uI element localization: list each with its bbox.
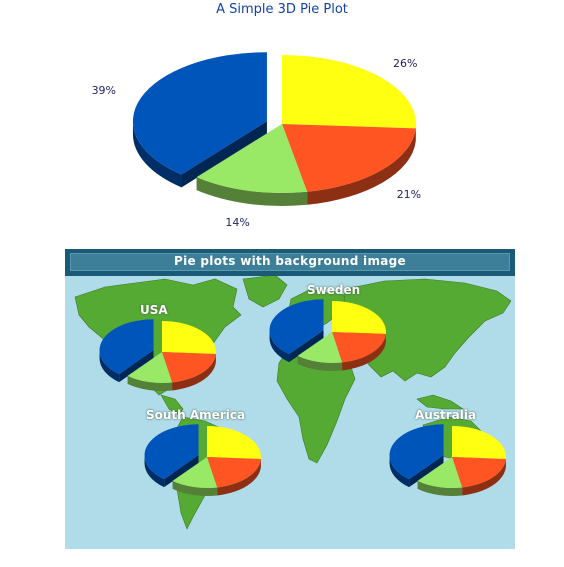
mini-pie-0-slice-3 <box>99 319 154 375</box>
mini-pie-1-side-3 <box>269 330 290 363</box>
mini-pie-2-slice-3 <box>144 424 199 480</box>
pie-label-usa: USA <box>140 303 168 317</box>
mini-pie-3-slice-2 <box>417 457 463 488</box>
mini-pie-3-slice-0 <box>452 426 506 459</box>
slice-label-21: 21% <box>396 188 422 202</box>
mini-pie-3-side-3 <box>389 455 410 488</box>
pie-label-australia: Australia <box>415 408 477 422</box>
mini-pie-2-side-3 <box>144 455 165 488</box>
mini-pie-3-slice-1 <box>452 457 506 488</box>
panel-header-frame <box>70 253 510 271</box>
mini-pie-1-slice-1 <box>332 332 386 363</box>
slice-label-14: 14% <box>225 215 250 229</box>
mini-pie-3-side-2 <box>417 480 463 496</box>
slice-label-26: 26% <box>393 56 418 70</box>
mini-pie-2-slice-1 <box>207 457 261 488</box>
main-pie-slice-1 <box>282 124 416 192</box>
mini-pie-1-slice-2 <box>297 332 343 363</box>
mini-pie-1-side-2 <box>297 355 343 371</box>
pie-label-south-america: South America <box>146 408 246 422</box>
main-pie-edge-3-0 <box>181 121 267 188</box>
mini-pie-0-side-2 <box>127 375 173 391</box>
landmass-indonesia <box>416 394 464 410</box>
main-pie-side-2 <box>196 177 308 206</box>
mini-pie-2-slice-0 <box>207 426 261 459</box>
mini-pie-layer <box>99 299 506 496</box>
main-pie-slice-3 <box>132 52 267 175</box>
mini-pie-2-slice-2 <box>172 457 218 488</box>
mini-pie-3-side-1 <box>462 458 506 496</box>
main-pie-slice-0 <box>282 55 416 129</box>
slice-label-39: 39% <box>91 84 117 98</box>
mini-pie-0-edge-3-0 <box>119 350 154 383</box>
mini-pie-0-side-1 <box>172 353 216 391</box>
landmass-central-america <box>160 394 184 416</box>
main-pie-side-1 <box>307 128 416 205</box>
mini-pie-0-slice-2 <box>127 352 173 383</box>
mini-pie-2-side-2 <box>172 480 218 496</box>
mini-pie-3-slice-3 <box>389 424 444 480</box>
mini-pie-3-edge-3-0 <box>409 455 444 488</box>
pie-label-sweden: Sweden <box>307 283 361 297</box>
panel-title: Pie plots with background image <box>173 254 406 268</box>
chart-title: A Simple 3D Pie Plot <box>216 2 348 17</box>
mini-pie-0-side-3 <box>99 350 120 383</box>
mini-pie-0-slice-0 <box>162 321 217 354</box>
mini-pie-2-edge-3-0 <box>164 455 199 488</box>
mini-pie-1-slice-3 <box>269 299 324 355</box>
mini-pie-0-slice-1 <box>162 352 216 383</box>
mini-pie-2-side-1 <box>217 458 261 496</box>
mini-pie-1-slice-0 <box>332 301 386 334</box>
mini-pie-1-side-1 <box>342 333 386 371</box>
mini-pie-1-edge-3-0 <box>289 330 324 363</box>
main-pie-side-3 <box>132 121 182 188</box>
panel-header: Pie plots with background image <box>65 249 515 276</box>
main-pie-slice-2 <box>196 124 308 193</box>
world-map-panel: Pie plots with background image USA Swed… <box>65 249 515 549</box>
